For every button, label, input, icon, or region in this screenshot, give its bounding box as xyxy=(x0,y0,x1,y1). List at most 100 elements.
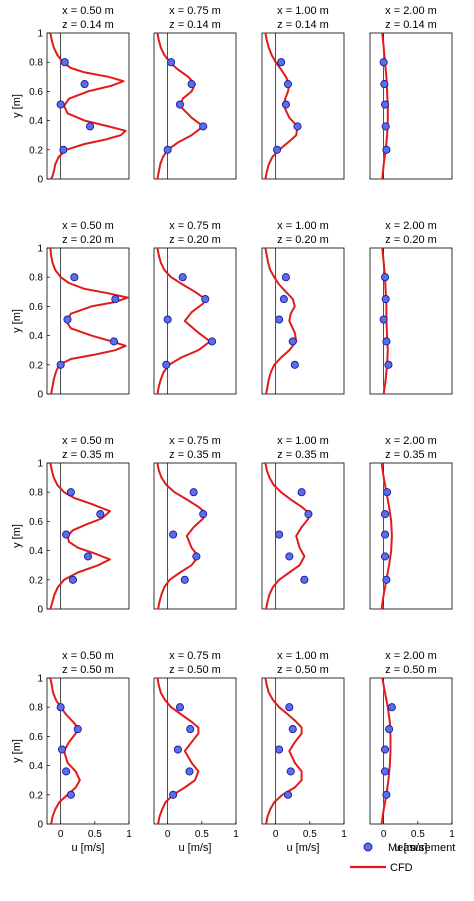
panel-title-line: z = 0.20 m xyxy=(62,234,114,246)
measurement-point xyxy=(304,510,313,519)
measurement-point xyxy=(109,337,119,346)
cfd-profile-line xyxy=(264,677,303,825)
panel-3-4: x = 2.00 m z = 0.35 m xyxy=(369,435,453,610)
panel-frame xyxy=(153,677,237,825)
panel-title-line: z = 0.14 m xyxy=(385,19,437,31)
measurement-point xyxy=(283,80,293,89)
y-tick-label: 1 xyxy=(37,29,43,40)
panel-frame xyxy=(261,32,345,180)
y-tick-label: 1 xyxy=(37,244,43,255)
panel-title-line: z = 0.20 m xyxy=(277,234,329,246)
measurement-point xyxy=(185,767,194,776)
panel-frame xyxy=(261,247,345,395)
panel-frame xyxy=(153,32,237,180)
panel-3-3: x = 1.00 m z = 0.35 m xyxy=(261,435,345,610)
cfd-profile-line xyxy=(49,677,81,825)
y-tick-label: 0.4 xyxy=(29,761,43,772)
measurement-point xyxy=(187,80,196,89)
y-tick-label: 0 xyxy=(37,605,43,616)
panel-4-3: x = 1.00 m z = 0.50 m 0 0.5 1 u [m/s] xyxy=(261,650,347,854)
y-tick-label: 0.8 xyxy=(29,58,43,69)
panel-frame xyxy=(46,32,130,180)
cfd-profile-line xyxy=(156,677,200,825)
measurement-point xyxy=(167,58,176,67)
panel-frame xyxy=(369,247,453,395)
y-tick-label: 0.8 xyxy=(29,488,43,499)
panel-frame xyxy=(369,462,453,610)
panel-4-2: x = 0.75 m z = 0.50 m 0 0.5 1 u [m/s] xyxy=(153,650,239,854)
cfd-profile-line xyxy=(380,462,393,610)
measurement-point xyxy=(189,488,198,497)
measurement-point xyxy=(281,273,290,282)
measurement-point xyxy=(380,745,390,754)
measurement-point xyxy=(385,725,394,734)
measurement-point xyxy=(380,530,390,539)
y-tick-label: 0.2 xyxy=(29,145,43,156)
measurement-point xyxy=(180,575,189,584)
measurement-point xyxy=(111,295,120,304)
cfd-profile-line xyxy=(49,462,111,610)
y-tick-label: 0.2 xyxy=(29,575,43,586)
measurement-point xyxy=(56,703,65,712)
y-tick-label: 0.8 xyxy=(29,703,43,714)
measurement-point xyxy=(178,273,187,282)
panel-frame xyxy=(261,677,345,825)
y-axis-label: y [m] xyxy=(11,524,23,548)
measurement-point xyxy=(285,703,294,712)
y-tick-label: 0.2 xyxy=(29,360,43,371)
x-tick-label: 0.5 xyxy=(303,829,317,840)
panel-title-line: z = 0.35 m xyxy=(277,449,329,461)
panel-2-4: x = 2.00 m z = 0.20 m xyxy=(369,220,453,395)
y-tick-label: 0.4 xyxy=(29,116,43,127)
measurement-point xyxy=(186,725,195,734)
panel-title-line: z = 0.50 m xyxy=(62,664,114,676)
panel-title-line: z = 0.14 m xyxy=(277,19,329,31)
measurement-point xyxy=(382,145,391,154)
measurement-point xyxy=(383,488,392,497)
measurement-point xyxy=(281,100,290,109)
measurement-point xyxy=(173,745,182,754)
panel-title-line: z = 0.35 m xyxy=(169,449,221,461)
panel-frame xyxy=(261,462,345,610)
y-tick-label: 0 xyxy=(37,390,43,401)
measurement-point xyxy=(379,58,388,67)
measurement-point xyxy=(380,767,390,776)
measurement-point xyxy=(66,790,75,799)
panel-1-4: x = 2.00 m z = 0.14 m xyxy=(369,5,453,180)
measurement-point xyxy=(83,552,93,561)
cfd-profile-line xyxy=(264,32,299,180)
panel-frame xyxy=(369,32,453,180)
panel-title-line: x = 2.00 m xyxy=(385,650,437,662)
legend-cfd-label: CFD xyxy=(390,862,413,874)
x-axis-label: u [m/s] xyxy=(286,842,319,854)
measurement-point xyxy=(60,58,69,67)
measurement-point xyxy=(379,315,388,324)
x-tick-label: 1 xyxy=(126,829,132,840)
panel-3-2: x = 0.75 m z = 0.35 m xyxy=(153,435,237,610)
x-axis-label: u [m/s] xyxy=(394,842,427,854)
measurement-point xyxy=(163,315,172,324)
measurement-point xyxy=(56,100,65,109)
measurement-point xyxy=(290,360,299,369)
panel-title-line: x = 1.00 m xyxy=(277,220,329,232)
panel-frame xyxy=(153,247,237,395)
cfd-profile-line xyxy=(49,247,129,395)
measurement-point xyxy=(277,58,286,67)
panel-title-line: x = 1.00 m xyxy=(277,435,329,447)
measurement-point xyxy=(382,337,391,346)
legend-measurement-marker xyxy=(363,842,373,852)
measurement-point xyxy=(275,315,284,324)
panel-title-line: x = 0.75 m xyxy=(169,220,221,232)
y-tick-label: 0.2 xyxy=(29,790,43,801)
measurement-point xyxy=(208,337,217,346)
measurement-point xyxy=(380,100,390,109)
legend: Measurement CFD xyxy=(350,842,455,874)
measurement-point xyxy=(59,145,68,154)
panel-3-1: x = 0.50 m z = 0.35 m 0 0.2 0.4 0.6 0.8 1 y [m] xyxy=(11,435,130,616)
panels-group: x = 0.50 mz = 0.14 m00.20.40.60.81y [m]x… xyxy=(11,5,455,854)
panel-title-line: z = 0.50 m xyxy=(385,664,437,676)
panel-title-line: z = 0.50 m xyxy=(277,664,329,676)
y-tick-label: 1 xyxy=(37,674,43,685)
measurement-point xyxy=(381,122,390,131)
panel-title-line: x = 2.00 m xyxy=(385,5,437,17)
